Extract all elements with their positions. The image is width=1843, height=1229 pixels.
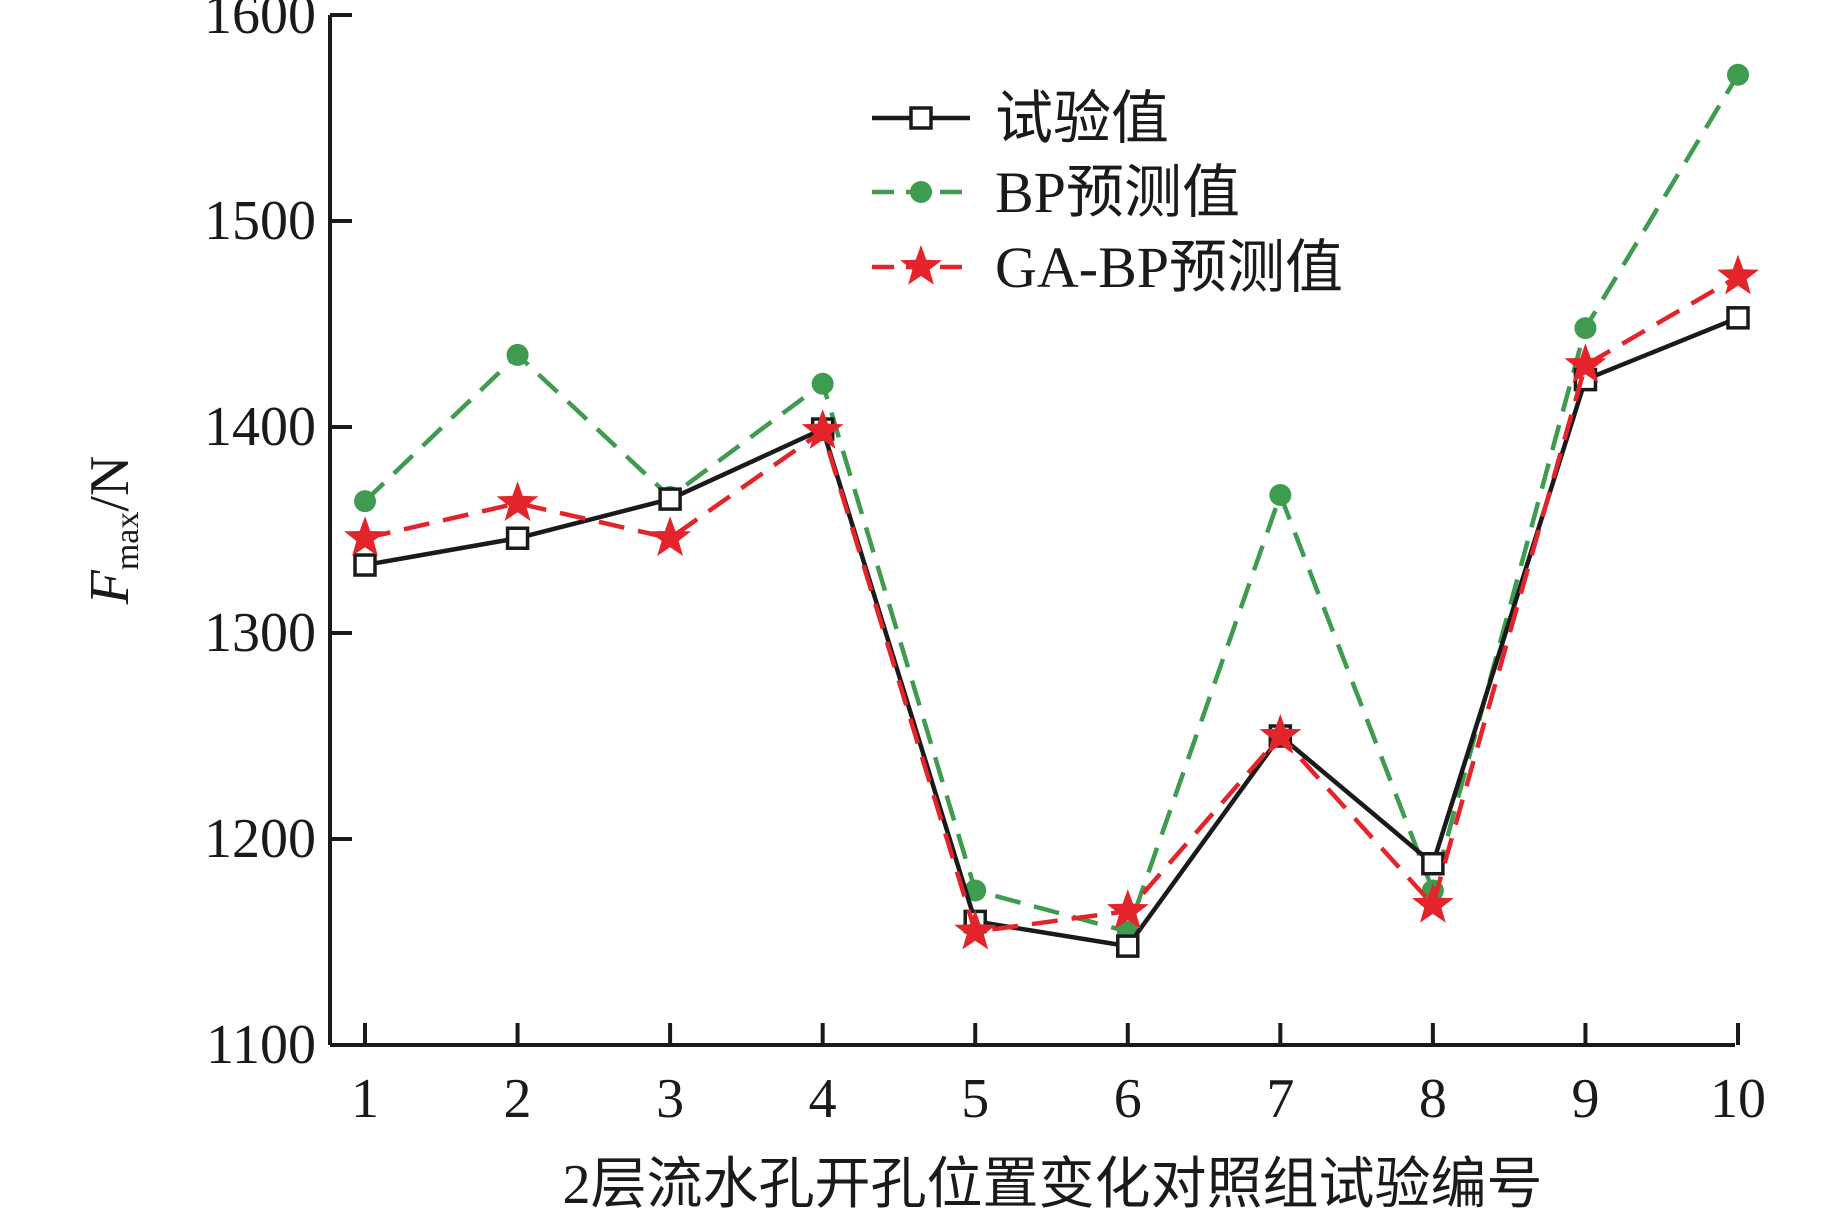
data-point: [506, 343, 529, 366]
legend-label: BP预测值: [995, 160, 1240, 225]
data-point: [649, 516, 691, 556]
x-tick-label: 10: [1710, 1068, 1766, 1130]
y-axis-title: Fmax/N: [79, 456, 146, 606]
y-tick-label: 1500: [204, 190, 316, 252]
series-3: [344, 254, 1759, 950]
data-point: [1564, 343, 1607, 383]
data-point: [964, 879, 987, 902]
series-layer: [344, 63, 1759, 958]
legend-marker: [909, 106, 933, 130]
data-point: [496, 481, 539, 521]
data-point: [811, 372, 834, 395]
y-tick-label: 1200: [204, 808, 316, 870]
axes: 1100 1200 1300 1400 1500 1600 1 2 3 4 5 6 7 8 9 10: [204, 0, 1766, 1130]
x-axis-title: 2层流水孔开孔位置变化对照组试验编号: [563, 1154, 1543, 1216]
data-point: [1106, 889, 1149, 929]
x-tick-label: 5: [961, 1068, 989, 1130]
x-tick-label: 8: [1419, 1068, 1447, 1130]
legend-marker: [910, 181, 932, 203]
y-axis-title-sub: max: [109, 512, 146, 571]
y-tick-label: 1100: [206, 1014, 316, 1076]
series-line: [364, 315, 1739, 949]
series-line: [364, 274, 1740, 934]
y-tick-label: 1600: [204, 0, 316, 46]
x-tick-label: 1: [351, 1068, 379, 1130]
y-axis-title-unit: /N: [79, 456, 141, 512]
data-point: [1717, 254, 1759, 295]
data-point: [954, 909, 997, 950]
x-tick-label: 3: [656, 1068, 684, 1130]
data-point: [1269, 483, 1292, 506]
series-1: [353, 306, 1750, 958]
legend: 试验值 BP预测值 GA-BP预测值: [872, 86, 1343, 300]
y-tick-label: 1400: [204, 396, 316, 458]
data-point: [1116, 934, 1140, 958]
x-tick-label: 4: [809, 1068, 837, 1130]
legend-label: GA-BP预测值: [995, 235, 1343, 300]
data-point: [1259, 714, 1302, 754]
x-tick-label: 2: [504, 1068, 532, 1130]
data-point: [353, 553, 377, 577]
data-point: [1421, 851, 1445, 876]
x-tick-label: 6: [1114, 1068, 1142, 1130]
x-tick-label: 9: [1571, 1068, 1599, 1130]
data-point: [1574, 317, 1597, 340]
y-tick-label: 1300: [204, 602, 316, 664]
data-point: [354, 490, 376, 513]
data-point: [1727, 63, 1749, 86]
x-tick-label: 7: [1266, 1068, 1294, 1130]
data-point: [658, 487, 682, 511]
legend-label: 试验值: [995, 86, 1169, 151]
data-point: [1412, 882, 1454, 923]
data-point: [801, 409, 844, 449]
legend-marker: [900, 245, 942, 285]
y-axis-title-main: F: [79, 569, 141, 605]
series-line: [363, 73, 1740, 934]
data-point: [1726, 306, 1750, 330]
data-point: [505, 526, 530, 550]
data-point: [344, 516, 386, 556]
